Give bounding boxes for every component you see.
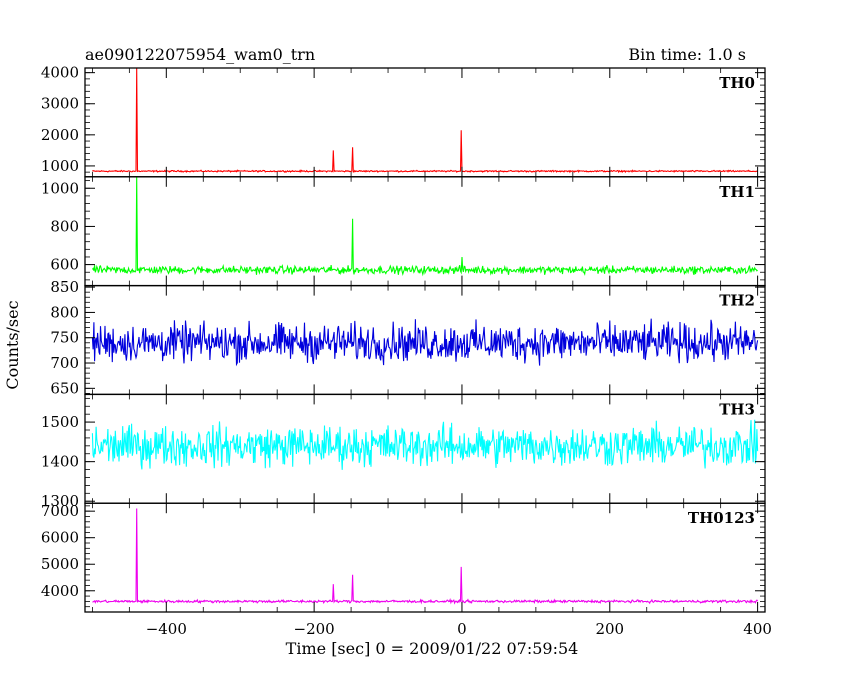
- panel-th0: 1000 2000 3000 4000 TH0: [41, 64, 766, 178]
- x-tick-label: 0: [457, 620, 467, 638]
- y-tick-label: 1000: [41, 179, 79, 197]
- y-tick-label: 2000: [41, 126, 79, 144]
- y-tick-label: 850: [50, 278, 79, 296]
- series-line-th0: [92, 68, 758, 174]
- y-tick-label: 1300: [41, 492, 79, 510]
- panel-frame: [84, 67, 766, 178]
- y-tick-label: 700: [50, 354, 79, 372]
- series-line-th0123: [92, 508, 759, 605]
- panels: 1000 2000 3000 4000 TH0 600 800 1000 TH1 650 700 75…: [41, 64, 766, 613]
- panel-th0123: 4000 5000 6000 7000 TH0123: [41, 502, 766, 613]
- y-tick-label: 6000: [41, 529, 79, 547]
- y-tick-label: 600: [50, 256, 79, 274]
- y-tick-label: 4000: [41, 582, 79, 600]
- panel-th3: 1300 1400 1500 TH3: [41, 393, 766, 510]
- series-line-th2: [91, 318, 759, 367]
- bin-time-label: Bin time: 1.0 s: [628, 45, 746, 64]
- plot-title: ae090122075954_wam0_trn: [85, 45, 315, 64]
- y-tick-label: 1000: [41, 157, 79, 175]
- panel-th2: 650 700 750 800 850 TH2: [50, 278, 766, 397]
- y-tick-label: 3000: [41, 95, 79, 113]
- series-line-th3: [91, 419, 759, 470]
- series-line-th1: [91, 176, 758, 277]
- x-axis-title: Time [sec] 0 = 2009/01/22 07:59:54: [286, 639, 579, 658]
- y-tick-label: 4000: [41, 64, 79, 82]
- panel-label: TH1: [719, 183, 755, 201]
- panel-label: TH3: [719, 400, 755, 418]
- x-axis: −400 −200 0 200 400: [146, 620, 772, 638]
- panel-label: TH0123: [688, 509, 755, 527]
- y-tick-label: 5000: [41, 555, 79, 573]
- y-tick-label: 7000: [41, 502, 79, 520]
- panel-label: TH0: [719, 74, 755, 92]
- y-tick-label: 1400: [41, 453, 79, 471]
- panel-th1: 600 800 1000 TH1: [41, 176, 766, 287]
- panel-frame: [84, 502, 766, 613]
- x-tick-label: 400: [743, 620, 772, 638]
- y-tick-label: 750: [50, 329, 79, 347]
- x-tick-label: 200: [595, 620, 624, 638]
- y-tick-label: 1500: [41, 413, 79, 431]
- y-tick-label: 800: [50, 303, 79, 321]
- y-tick-label: 650: [50, 379, 79, 397]
- x-tick-label: −200: [294, 620, 335, 638]
- x-tick-label: −400: [146, 620, 187, 638]
- y-tick-label: 800: [50, 217, 79, 235]
- y-axis-title: Counts/sec: [3, 300, 22, 389]
- panel-label: TH2: [719, 292, 755, 310]
